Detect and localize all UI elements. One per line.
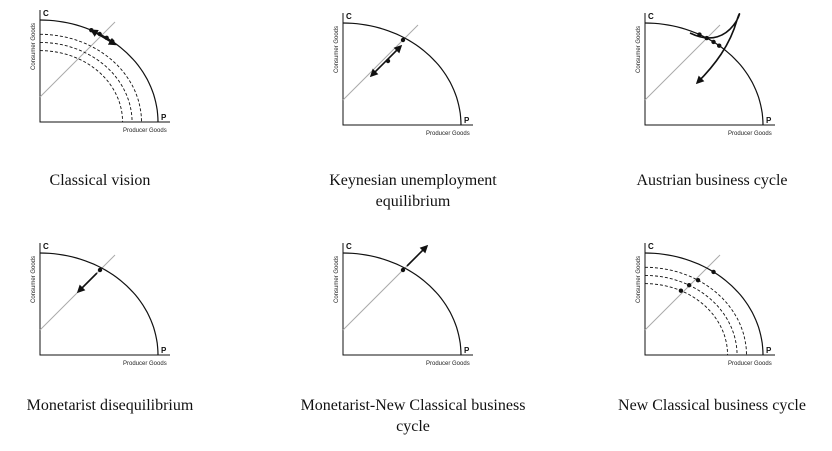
y-axis-label: Consumer Goods bbox=[334, 256, 340, 303]
panel: C P Consumer Goods Producer Goods bbox=[636, 242, 775, 367]
caption: Classical vision bbox=[50, 172, 151, 189]
point bbox=[97, 267, 103, 273]
point bbox=[716, 43, 722, 48]
p-label: P bbox=[464, 116, 470, 125]
point bbox=[695, 278, 701, 283]
ppf-curve bbox=[644, 252, 764, 356]
y-axis-label: Consumer Goods bbox=[31, 256, 37, 303]
c-label: C bbox=[648, 242, 654, 251]
y-axis-label: Consumer Goods bbox=[636, 256, 642, 303]
point bbox=[385, 58, 391, 64]
axes bbox=[644, 243, 775, 356]
dashed-curve bbox=[40, 33, 142, 123]
y-axis-label: Consumer Goods bbox=[636, 26, 642, 73]
c-label: C bbox=[43, 9, 49, 18]
p-label: P bbox=[766, 116, 772, 125]
caption: cycle bbox=[396, 418, 430, 435]
axes bbox=[342, 243, 473, 356]
dashed-curve bbox=[645, 266, 747, 356]
panel: C P Consumer Goods Producer Goods bbox=[31, 242, 170, 367]
x-axis-label: Producer Goods bbox=[728, 131, 772, 137]
arrow bbox=[76, 272, 98, 294]
diagonal bbox=[644, 254, 721, 331]
point bbox=[711, 269, 716, 275]
x-axis-label: Producer Goods bbox=[123, 128, 167, 134]
panel: C P Consumer Goods Producer Goods bbox=[334, 242, 473, 367]
diagonal bbox=[342, 254, 419, 331]
axes bbox=[39, 10, 170, 123]
x-axis-label: Producer Goods bbox=[728, 361, 772, 367]
arrow bbox=[406, 244, 429, 267]
caption: Keynesian unemployment bbox=[329, 172, 497, 189]
c-label: C bbox=[346, 12, 352, 21]
caption: New Classical business cycle bbox=[618, 397, 806, 414]
c-label: C bbox=[43, 242, 49, 251]
ppf-curve bbox=[342, 22, 462, 126]
diagonal bbox=[342, 24, 419, 101]
ppf-curve bbox=[39, 19, 159, 123]
caption: Austrian business cycle bbox=[636, 172, 787, 189]
y-axis-label: Consumer Goods bbox=[334, 26, 340, 73]
caption: equilibrium bbox=[376, 193, 451, 210]
p-label: P bbox=[161, 113, 167, 122]
caption: Monetarist-New Classical business bbox=[301, 397, 526, 414]
caption: Monetarist disequilibrium bbox=[27, 397, 194, 414]
y-axis-label: Consumer Goods bbox=[31, 23, 37, 70]
axes bbox=[342, 13, 473, 126]
point bbox=[711, 39, 716, 45]
panel: C P Consumer Goods Producer Goods bbox=[334, 12, 473, 137]
dashed-curve bbox=[39, 50, 124, 123]
diagonal bbox=[39, 21, 116, 98]
p-label: P bbox=[766, 346, 772, 355]
panel: C P Consumer Goods Producer Goods bbox=[636, 12, 775, 137]
point bbox=[686, 282, 692, 288]
ppf-curve bbox=[342, 252, 462, 356]
dashed-curve bbox=[39, 41, 133, 122]
axes bbox=[644, 13, 775, 126]
ppf-curve bbox=[39, 252, 159, 356]
point bbox=[678, 288, 684, 293]
point bbox=[400, 267, 406, 273]
diagonal bbox=[644, 24, 721, 101]
dashed-curve bbox=[644, 283, 729, 356]
arrow bbox=[689, 13, 741, 85]
c-label: C bbox=[648, 12, 654, 21]
x-axis-label: Producer Goods bbox=[426, 361, 470, 367]
dashed-curve bbox=[644, 274, 738, 355]
x-axis-label: Producer Goods bbox=[426, 131, 470, 137]
p-label: P bbox=[464, 346, 470, 355]
c-label: C bbox=[346, 242, 352, 251]
diagonal bbox=[39, 254, 116, 331]
arrow bbox=[89, 29, 117, 46]
p-label: P bbox=[161, 346, 167, 355]
panel: C P Consumer Goods Producer Goods bbox=[31, 9, 170, 134]
x-axis-label: Producer Goods bbox=[123, 361, 167, 367]
ppf-curve bbox=[644, 22, 764, 126]
point bbox=[400, 37, 406, 43]
axes bbox=[39, 243, 170, 356]
